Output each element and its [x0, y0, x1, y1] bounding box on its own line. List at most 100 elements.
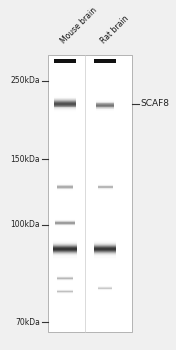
Bar [94, 257, 116, 258]
Bar [55, 223, 75, 224]
Bar [53, 244, 77, 245]
Bar [57, 185, 73, 186]
Bar [57, 183, 73, 184]
Bar [94, 239, 116, 240]
Bar [53, 254, 77, 256]
Bar [94, 240, 116, 241]
Bar [53, 238, 77, 239]
Bar [96, 106, 114, 107]
Bar [55, 226, 75, 227]
Bar [94, 243, 116, 244]
Bar [94, 251, 116, 252]
Bar [57, 186, 73, 187]
Bar [53, 252, 77, 253]
Bar [96, 101, 114, 102]
Bar [53, 240, 77, 241]
Bar [94, 252, 116, 253]
Bar [94, 238, 116, 239]
Bar [94, 246, 116, 247]
Bar [54, 59, 76, 63]
Bar [54, 107, 76, 108]
Bar [57, 187, 73, 188]
Bar [98, 190, 113, 191]
Bar [54, 99, 76, 100]
Bar [54, 110, 76, 111]
Bar [94, 254, 116, 256]
Bar [54, 108, 76, 109]
Bar [96, 102, 114, 103]
Bar [57, 190, 73, 191]
Bar [55, 222, 75, 223]
Bar [53, 241, 77, 243]
Bar [53, 259, 77, 260]
Bar [54, 97, 76, 98]
Text: Rat brain: Rat brain [99, 14, 130, 45]
Bar [94, 244, 116, 245]
Text: 70kDa: 70kDa [15, 318, 40, 327]
Bar [98, 189, 113, 190]
Bar [96, 99, 114, 100]
Bar [54, 112, 76, 113]
Bar [53, 247, 77, 248]
Bar [96, 108, 114, 109]
Bar [53, 256, 77, 257]
Bar [53, 246, 77, 247]
Bar [48, 55, 132, 332]
Bar [57, 189, 73, 190]
Bar [55, 219, 75, 220]
Bar [53, 248, 77, 249]
Bar [54, 98, 76, 99]
Bar [96, 109, 114, 110]
Bar [94, 59, 116, 63]
Text: SCAF8: SCAF8 [140, 99, 169, 108]
Bar [54, 95, 76, 96]
Bar [53, 257, 77, 258]
Bar [94, 245, 116, 246]
Bar [94, 250, 116, 251]
Bar [94, 258, 116, 259]
Bar [96, 111, 114, 112]
Bar [96, 110, 114, 111]
Bar [57, 184, 73, 185]
Bar [98, 185, 113, 186]
Bar [98, 186, 113, 187]
Bar [98, 184, 113, 185]
Bar [55, 221, 75, 222]
Text: 150kDa: 150kDa [10, 155, 40, 164]
Bar [98, 187, 113, 188]
Bar [54, 106, 76, 107]
Bar [94, 247, 116, 248]
Bar [55, 224, 75, 225]
Bar [53, 239, 77, 240]
Bar [96, 107, 114, 108]
Bar [96, 105, 114, 106]
Text: 250kDa: 250kDa [10, 76, 40, 85]
Text: Mouse brain: Mouse brain [59, 5, 98, 45]
Bar [54, 105, 76, 106]
Bar [55, 225, 75, 226]
Bar [53, 258, 77, 259]
Bar [55, 220, 75, 221]
Bar [54, 100, 76, 101]
Bar [54, 109, 76, 110]
Bar [53, 253, 77, 254]
Bar [54, 96, 76, 97]
Bar [94, 256, 116, 257]
Bar [54, 102, 76, 103]
Bar [53, 243, 77, 244]
Bar [53, 251, 77, 252]
Bar [54, 111, 76, 112]
Bar [54, 104, 76, 105]
Bar [54, 101, 76, 102]
Bar [53, 250, 77, 251]
Bar [94, 249, 116, 250]
Bar [57, 188, 73, 189]
Bar [94, 259, 116, 260]
Bar [54, 103, 76, 104]
Bar [96, 100, 114, 101]
Bar [53, 245, 77, 246]
Bar [96, 103, 114, 104]
Bar [94, 253, 116, 254]
Bar [94, 248, 116, 249]
Bar [94, 241, 116, 243]
